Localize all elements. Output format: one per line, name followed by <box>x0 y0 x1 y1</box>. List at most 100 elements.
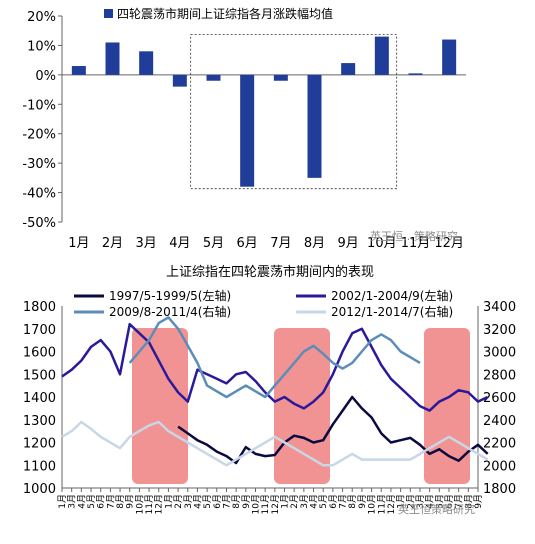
series-line-2 <box>61 322 489 412</box>
y-tick-label: -40% <box>22 187 56 202</box>
x-tick-label: 1月 <box>396 494 407 509</box>
watermark-bottom: 英王恒策略研究 <box>398 502 475 516</box>
x-tick-label: 7月 <box>454 494 465 509</box>
x-tick-label: 3月 <box>136 236 157 251</box>
x-tick-label: 10月 <box>250 494 261 514</box>
x-tick-label: 8月 <box>463 494 474 509</box>
bar-6月 <box>240 74 255 187</box>
x-tick-label: 1月 <box>57 494 68 509</box>
y-left-tick-label: 1700 <box>23 323 56 338</box>
x-tick-label: 2月 <box>405 494 416 509</box>
bar-5月 <box>206 74 221 81</box>
y-right-tick-label: 2000 <box>483 459 516 474</box>
y-left-tick-label: 1200 <box>23 437 56 452</box>
legend-label-3: 2009/8-2011/4(右轴) <box>109 304 231 319</box>
x-tick-label: 10月 <box>367 494 378 514</box>
y-tick-label: 20% <box>27 10 56 25</box>
x-tick-label: 4月 <box>192 494 203 509</box>
x-tick-label: 7月 <box>221 494 232 509</box>
x-tick-label: 10月 <box>367 236 397 251</box>
series-line-3 <box>128 316 421 399</box>
monthly-return-bar-chart: 20% 10% 0% -10% -20% -30% -40% -50% 1月 2月 3月 4月 5月 6月… <box>22 6 466 251</box>
y-tick-label: 10% <box>27 39 56 54</box>
shaded-range-3 <box>424 328 470 484</box>
series-line-4 <box>61 420 489 467</box>
x-tick-label: 1月 <box>163 494 174 509</box>
x-tick-label: 3月 <box>415 494 426 509</box>
y-tick-label: -20% <box>22 128 56 143</box>
shaded-range-1 <box>132 328 188 484</box>
bar-1月 <box>71 66 86 75</box>
x-tick-label: 7月 <box>105 494 116 509</box>
x-tick-label: 6月 <box>444 494 455 509</box>
y-right-tick-label: 1800 <box>483 482 516 497</box>
x-tick-label: 9月 <box>241 494 252 509</box>
legend-label-4: 2012/1-2014/7(右轴) <box>331 304 453 319</box>
x-tick-label: 9月 <box>125 494 136 509</box>
chart-title: 上证综指在四轮震荡市期间内的表现 <box>166 264 374 280</box>
x-tick-label: 5月 <box>86 494 97 509</box>
x-tick-label: 6月 <box>96 494 107 509</box>
y-right-tick-label: 3200 <box>483 323 516 338</box>
x-tick-label: 1月 <box>68 236 89 251</box>
bar-8月 <box>307 74 322 178</box>
x-tick-label: 6月 <box>237 236 258 251</box>
legend-label-1: 1997/5-1999/5(左轴) <box>109 288 231 303</box>
x-tick-label: 2月 <box>102 236 123 251</box>
bar-9月 <box>341 63 356 75</box>
x-tick-label: 9月 <box>338 236 359 251</box>
x-tick-label: 5月 <box>203 236 224 251</box>
y-right-tick-label: 2800 <box>483 368 516 383</box>
y-left-tick-label: 1000 <box>23 482 56 497</box>
bar-3月 <box>139 51 154 75</box>
x-tick-label: 3月 <box>67 494 78 509</box>
x-tick-label: 8月 <box>231 494 242 509</box>
bar-12月 <box>442 39 457 75</box>
x-tick-label: 12月 <box>270 494 281 514</box>
x-tick-label: 11月 <box>376 494 387 514</box>
y-right-tick-label: 2400 <box>483 414 516 429</box>
x-tick-label: 3月 <box>183 494 194 509</box>
watermark-top: 英王恒…策略研究 <box>370 229 458 243</box>
y-right-tick-label: 2600 <box>483 391 516 406</box>
y-left-tick-label: 1400 <box>23 391 56 406</box>
x-tick-label: 8月 <box>347 494 358 509</box>
x-tick-label: 2月 <box>289 494 300 509</box>
x-tick-label: 4月 <box>169 236 190 251</box>
x-tick-label: 7月 <box>270 236 291 251</box>
x-tick-label: 6月 <box>212 494 223 509</box>
x-tick-label: 12月 <box>386 494 397 514</box>
x-tick-label: 12月 <box>154 494 165 514</box>
x-tick-label: 11月 <box>260 494 271 514</box>
x-tick-label: 8月 <box>115 494 126 509</box>
bar-2月 <box>105 42 120 75</box>
y-left-tick-label: 1500 <box>23 368 56 383</box>
index-line-chart: 上证综指在四轮震荡市期间内的表现 1800 1700 1600 1500 1400 130… <box>23 264 516 514</box>
x-tick-label: 4月 <box>76 494 87 509</box>
y-left-tick-label: 1300 <box>23 414 56 429</box>
bar-10月 <box>374 36 389 75</box>
y-right-tick-label: 3400 <box>483 300 516 315</box>
bar-7月 <box>273 74 288 81</box>
x-tick-label: 5月 <box>318 494 329 509</box>
legend-swatch <box>104 9 113 18</box>
y-left-tick-label: 1800 <box>23 300 56 315</box>
x-tick-label: 2月 <box>173 494 184 509</box>
x-tick-label: 5月 <box>434 494 445 509</box>
y-tick-label: -30% <box>22 157 56 172</box>
y-left-tick-label: 1600 <box>23 346 56 361</box>
x-tick-label: 9月 <box>357 494 368 509</box>
x-tick-label: 5月 <box>202 494 213 509</box>
x-tick-label: 8月 <box>304 236 325 251</box>
x-tick-label: 4月 <box>309 494 320 509</box>
x-tick-label: 6月 <box>328 494 339 509</box>
y-tick-label: 0% <box>35 69 56 84</box>
bar-4月 <box>172 74 187 87</box>
series-line-1 <box>177 395 489 465</box>
highlight-box <box>190 34 398 190</box>
x-tick-label: 10月 <box>134 494 145 514</box>
bar-11月 <box>408 73 423 75</box>
x-tick-label: 1月 <box>280 494 291 509</box>
y-left-tick-label: 1100 <box>23 459 56 474</box>
